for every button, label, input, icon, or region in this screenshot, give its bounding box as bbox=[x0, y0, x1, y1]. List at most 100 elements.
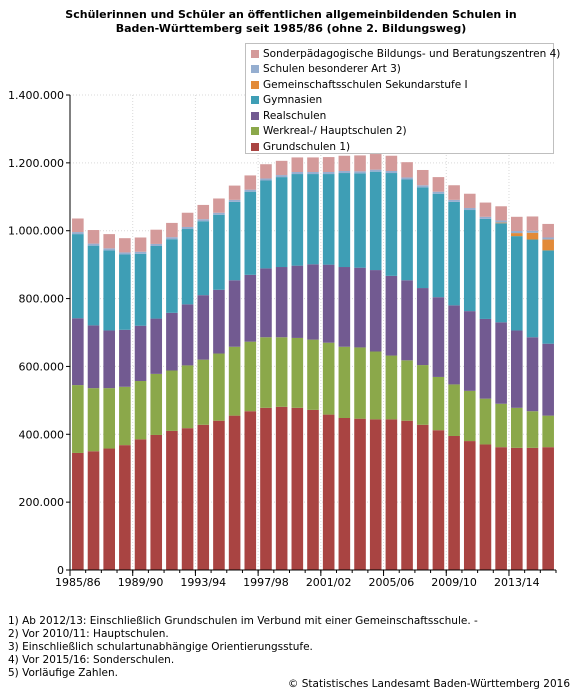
bar-1989-90-series-1 bbox=[134, 381, 147, 440]
bar-1997-98-series-0 bbox=[260, 407, 272, 570]
bar-1996-97-series-6 bbox=[244, 175, 257, 190]
bar-1995-96-series-2 bbox=[228, 280, 241, 347]
bar-2001-02-series-6 bbox=[322, 157, 335, 173]
chart-legend: Sonderpädagogische Bildungs- und Beratun… bbox=[245, 43, 560, 155]
legend-entry: Gymnasien bbox=[251, 93, 548, 109]
bar-2009-10-series-6 bbox=[448, 185, 460, 200]
bar-1993-94-series-3 bbox=[197, 221, 210, 296]
bar-2000-01-series-2 bbox=[307, 264, 319, 340]
bar-1999-00-series-1 bbox=[291, 337, 304, 408]
bar-2013-14-series-3 bbox=[511, 236, 523, 331]
bar-2006-07-series-2 bbox=[401, 280, 413, 361]
y-tick-label: 200.000 bbox=[19, 496, 65, 509]
bar-2007-08-series-1 bbox=[416, 365, 429, 425]
bar-1999-00-series-2 bbox=[291, 265, 304, 338]
bar-2009-10-series-0 bbox=[448, 435, 460, 570]
legend-entry: Gemeinschaftsschulen Sekundarstufe I bbox=[251, 77, 548, 93]
bar-1990-91-series-5 bbox=[150, 243, 163, 246]
bar-2015-16-series-4 bbox=[542, 239, 554, 251]
bar-2013-14-series-1 bbox=[511, 407, 523, 448]
bar-2015-16-series-3 bbox=[542, 250, 554, 344]
bar-1993-94-series-5 bbox=[197, 219, 210, 222]
legend-swatch bbox=[251, 142, 259, 151]
bar-2012-13-series-1 bbox=[495, 403, 507, 448]
bar-2014-15-series-1 bbox=[526, 411, 539, 448]
bar-2012-13-series-6 bbox=[495, 206, 507, 221]
bar-1990-91-series-6 bbox=[150, 229, 163, 244]
bar-2007-08-series-3 bbox=[416, 187, 429, 289]
bar-1993-94-series-6 bbox=[197, 204, 210, 220]
bar-2005-06-series-5 bbox=[385, 171, 398, 174]
bar-1989-90-series-3 bbox=[134, 253, 147, 326]
bar-2009-10-series-1 bbox=[448, 384, 460, 436]
legend-entry: Grundschulen 1) bbox=[251, 139, 548, 155]
bar-2007-08-series-0 bbox=[416, 424, 429, 570]
bar-2003-04-series-6 bbox=[354, 155, 366, 172]
bar-1989-90-series-5 bbox=[134, 251, 147, 254]
bar-1998-99-series-5 bbox=[275, 175, 288, 178]
bar-2012-13-series-0 bbox=[495, 447, 507, 570]
bar-1986-87-series-2 bbox=[87, 325, 100, 389]
bar-1988-89-series-5 bbox=[119, 252, 131, 255]
bar-1987-88-series-2 bbox=[103, 330, 115, 389]
bar-1995-96-series-6 bbox=[228, 185, 241, 200]
bar-2005-06-series-1 bbox=[385, 355, 398, 420]
bar-1988-89-series-0 bbox=[119, 445, 131, 570]
bar-1997-98-series-2 bbox=[260, 268, 272, 338]
bar-2003-04-series-0 bbox=[354, 418, 366, 570]
bar-1991-92-series-3 bbox=[166, 239, 178, 313]
bar-1993-94-series-1 bbox=[197, 359, 210, 425]
x-tick-label: 2005/06 bbox=[369, 576, 415, 589]
bar-2001-02-series-0 bbox=[322, 414, 335, 570]
bar-1994-95-series-0 bbox=[213, 420, 225, 570]
bar-2008-09-series-0 bbox=[432, 430, 445, 570]
bar-2014-15-series-0 bbox=[526, 447, 539, 570]
bar-2014-15-series-5 bbox=[526, 230, 539, 233]
bar-2011-12-series-1 bbox=[479, 398, 492, 445]
bar-1992-93-series-0 bbox=[181, 428, 194, 570]
source-note: © Statistisches Landesamt Baden-Württemb… bbox=[287, 678, 570, 690]
bar-1985-86-series-1 bbox=[72, 385, 84, 453]
bar-2010-11-series-5 bbox=[463, 207, 476, 211]
bar-2006-07-series-0 bbox=[401, 420, 413, 570]
legend-swatch bbox=[251, 49, 259, 58]
legend-label: Gymnasien bbox=[263, 94, 323, 107]
bar-1993-94-series-2 bbox=[197, 295, 210, 360]
bar-2003-04-series-3 bbox=[354, 173, 366, 268]
bar-1985-86-series-6 bbox=[72, 218, 84, 233]
bar-2015-16-series-5 bbox=[542, 237, 554, 240]
bar-1986-87-series-0 bbox=[87, 451, 100, 570]
bar-2005-06-series-2 bbox=[385, 275, 398, 356]
bar-2006-07-series-5 bbox=[401, 177, 413, 180]
bar-2002-03-series-0 bbox=[338, 418, 351, 570]
bar-2006-07-series-1 bbox=[401, 360, 413, 421]
bar-1987-88-series-0 bbox=[103, 448, 115, 570]
bar-1995-96-series-3 bbox=[228, 201, 241, 281]
legend-label: Gemeinschaftsschulen Sekundarstufe I bbox=[263, 78, 468, 91]
legend-label: Grundschulen 1) bbox=[263, 140, 351, 153]
x-tick-label: 1997/98 bbox=[243, 576, 289, 589]
footnote-5: 5) Vorläufige Zahlen. bbox=[8, 667, 118, 679]
bar-2010-11-series-6 bbox=[463, 193, 476, 208]
bar-1985-86-series-0 bbox=[72, 452, 84, 570]
bar-1987-88-series-5 bbox=[103, 248, 115, 251]
bar-1990-91-series-0 bbox=[150, 434, 163, 570]
bar-2000-01-series-5 bbox=[307, 172, 319, 175]
bar-2007-08-series-6 bbox=[416, 169, 429, 186]
bar-2001-02-series-1 bbox=[322, 342, 335, 415]
bar-1998-99-series-3 bbox=[275, 177, 288, 268]
bar-1996-97-series-5 bbox=[244, 189, 257, 192]
legend-entry: Schulen besonderer Art 3) bbox=[251, 62, 548, 78]
y-tick-label: 1.200.000 bbox=[8, 157, 64, 170]
bar-2003-04-series-5 bbox=[354, 171, 366, 174]
bar-2015-16-series-2 bbox=[542, 343, 554, 416]
bar-1991-92-series-0 bbox=[166, 430, 178, 570]
bar-1986-87-series-3 bbox=[87, 245, 100, 326]
bar-1994-95-series-2 bbox=[213, 289, 225, 354]
x-tick-label: 1989/90 bbox=[118, 576, 164, 589]
bar-2007-08-series-5 bbox=[416, 185, 429, 188]
bar-2014-15-series-6 bbox=[526, 216, 539, 231]
bar-2008-09-series-2 bbox=[432, 297, 445, 377]
bar-1986-87-series-1 bbox=[87, 388, 100, 452]
bar-2000-01-series-6 bbox=[307, 157, 319, 173]
